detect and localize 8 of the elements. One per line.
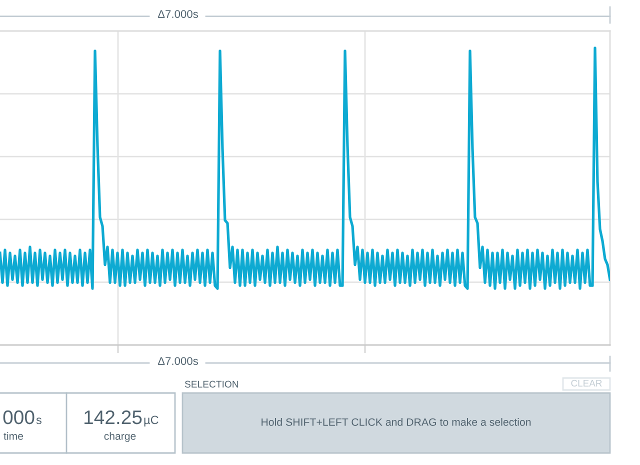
text: CLEAR	[571, 380, 602, 387]
text: charge	[104, 432, 136, 442]
text: Δ7.000s	[158, 357, 198, 365]
text: Δ7.000s	[158, 10, 198, 18]
text: 000s	[3, 410, 42, 424]
text: SELECTION	[184, 380, 238, 388]
text: time	[4, 432, 23, 440]
text: Hold SHIFT+LEFT CLICK and DRAG to make a selection	[262, 418, 531, 426]
